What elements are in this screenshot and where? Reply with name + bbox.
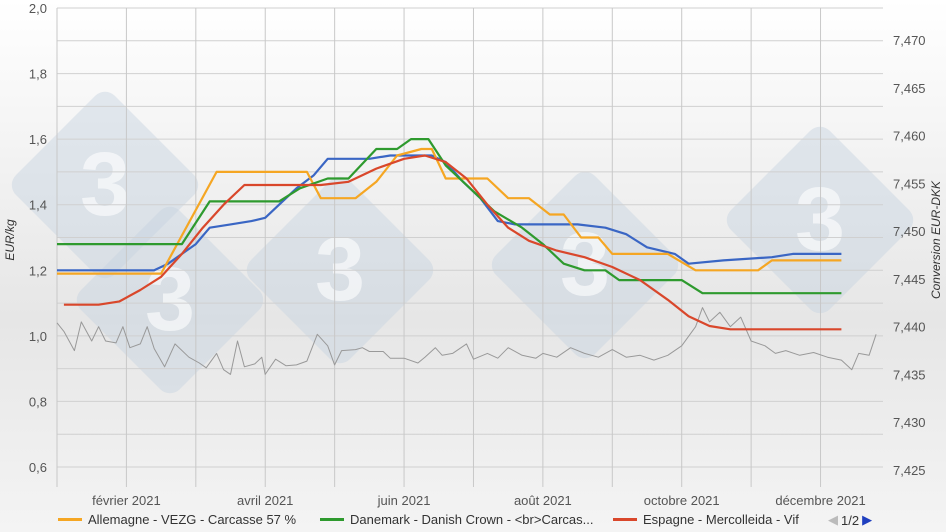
right-tick-label: 7,465 — [893, 81, 926, 96]
legend-pager: ◀ 1/2 ▶ — [828, 512, 872, 528]
legend-next-icon[interactable]: ▶ — [862, 512, 873, 527]
legend-swatch — [58, 518, 82, 521]
right-tick-label: 7,445 — [893, 272, 926, 287]
legend-swatch — [320, 518, 344, 521]
right-tick-label: 7,430 — [893, 415, 926, 430]
watermark-text: 3 — [145, 250, 195, 350]
x-tick-label: octobre 2021 — [644, 493, 720, 508]
legend-item-danemark[interactable]: Danemark - Danish Crown - <br>Carcas... — [320, 512, 593, 527]
right-tick-label: 7,460 — [893, 129, 926, 144]
right-tick-label: 7,470 — [893, 33, 926, 48]
watermark-logo — [491, 171, 679, 359]
left-tick-label: 0,6 — [29, 460, 47, 475]
watermark-logo — [11, 91, 199, 279]
series-line-4 — [56, 307, 877, 375]
legend-label: Danemark - Danish Crown - <br>Carcas... — [350, 512, 594, 527]
left-tick-label: 0,8 — [29, 394, 47, 409]
watermark-logo — [726, 126, 914, 314]
right-tick-label: 7,450 — [893, 224, 926, 239]
right-tick-label: 7,440 — [893, 320, 926, 335]
watermark-text: 3 — [80, 135, 130, 235]
legend-swatch — [613, 518, 637, 521]
left-tick-label: 1,4 — [29, 198, 47, 213]
series-line-2 — [63, 154, 842, 331]
right-tick-label: 7,435 — [893, 367, 926, 382]
series-line-0 — [57, 147, 842, 275]
left-tick-label: 1,0 — [29, 329, 47, 344]
right-tick-label: 7,425 — [893, 463, 926, 478]
series-line-3 — [57, 154, 842, 272]
chart-svg: 33 3 330,60,81,01,21,41,61,82,07,4257,4307… — [3, 1, 943, 508]
x-tick-label: février 2021 — [92, 493, 161, 508]
x-tick-label: décembre 2021 — [775, 493, 865, 508]
legend-label: Espagne - Mercolleida - Vif — [643, 512, 799, 527]
x-tick-label: août 2021 — [514, 493, 572, 508]
left-axis-title: EUR/kg — [3, 219, 17, 261]
left-tick-label: 1,2 — [29, 263, 47, 278]
right-axis-title: Conversion EUR-DKK — [929, 180, 943, 299]
x-tick-label: juin 2021 — [377, 493, 431, 508]
right-tick-label: 7,455 — [893, 176, 926, 191]
legend-prev-icon[interactable]: ◀ — [828, 512, 838, 527]
legend-item-allemagne[interactable]: Allemagne - VEZG - Carcasse 57 % — [58, 512, 296, 527]
x-tick-label: avril 2021 — [237, 493, 293, 508]
series-line-1 — [57, 138, 842, 295]
watermark-logo — [76, 206, 264, 394]
left-tick-label: 2,0 — [29, 1, 47, 16]
legend-item-espagne[interactable]: Espagne - Mercolleida - Vif — [613, 512, 799, 527]
left-tick-label: 1,6 — [29, 132, 47, 147]
legend-page: 1/2 — [841, 512, 860, 528]
legend-label: Allemagne - VEZG - Carcasse 57 % — [88, 512, 297, 527]
left-tick-label: 1,8 — [29, 67, 47, 82]
legend: Allemagne - VEZG - Carcasse 57 % Danemar… — [0, 510, 946, 532]
